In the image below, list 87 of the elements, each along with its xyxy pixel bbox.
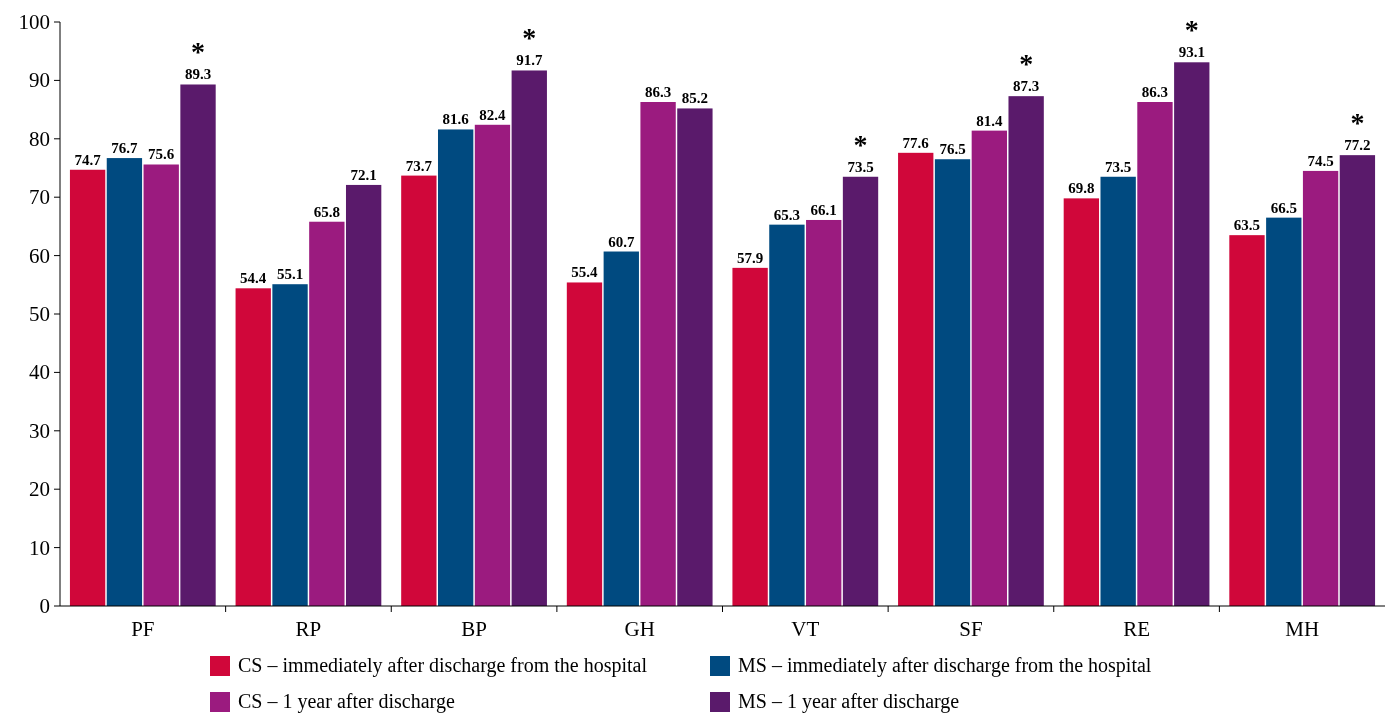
data-label: 85.2 <box>681 90 709 107</box>
y-tick-label: 100 <box>18 10 50 34</box>
bar <box>309 221 345 606</box>
data-label: 69.8 <box>1068 180 1095 197</box>
y-tick-label: 40 <box>29 360 50 385</box>
data-label: 76.7 <box>111 140 139 157</box>
bar <box>1063 198 1100 606</box>
data-label: 76.5 <box>939 141 966 158</box>
bar <box>437 129 474 606</box>
y-tick-label: 60 <box>29 243 50 268</box>
y-tick-label: 0 <box>39 594 50 618</box>
data-label: 81.4 <box>976 112 1003 129</box>
bar <box>69 169 106 606</box>
legend-label: MS – 1 year after discharge <box>738 690 960 713</box>
bar <box>732 267 768 606</box>
legend-label: CS – 1 year after discharge <box>238 690 455 713</box>
bar <box>1229 235 1265 606</box>
y-tick-label: 70 <box>29 185 50 210</box>
bar <box>1008 96 1044 606</box>
data-label: 54.4 <box>240 270 267 287</box>
x-tick-label: PF <box>131 617 155 641</box>
data-label: * 77.2 <box>1344 107 1371 154</box>
bar <box>566 282 603 606</box>
y-tick-label: 80 <box>29 126 50 151</box>
x-tick-label: RE <box>1123 617 1150 641</box>
bar <box>1174 62 1210 606</box>
bar <box>971 130 1008 606</box>
data-label: * 93.1 <box>1178 14 1205 61</box>
bar <box>603 251 639 606</box>
bar <box>640 102 676 606</box>
y-tick-label: 90 <box>29 68 50 93</box>
data-label: 63.5 <box>1233 217 1261 234</box>
bar <box>806 219 842 606</box>
bar <box>769 224 805 606</box>
bar <box>934 159 971 606</box>
y-tick-label: 30 <box>29 418 50 443</box>
data-label: 81.6 <box>442 111 470 128</box>
data-label: * 87.3 <box>1013 48 1040 95</box>
bar <box>474 124 511 606</box>
x-tick-label: VT <box>791 617 820 641</box>
data-label: 73.5 <box>1105 158 1132 175</box>
legend-label: MS – immediately after discharge from the hospital <box>738 654 1152 677</box>
data-label: 73.7 <box>405 157 433 174</box>
data-label: 57.9 <box>736 249 764 266</box>
data-label: 77.6 <box>902 134 930 151</box>
data-label: 55.1 <box>276 266 304 283</box>
data-label: 86.3 <box>1141 84 1169 101</box>
data-label: * 91.7 <box>516 22 543 69</box>
x-tick-label: MH <box>1285 617 1320 641</box>
y-tick-label: 50 <box>29 302 50 326</box>
bar <box>143 164 179 606</box>
data-label: * 89.3 <box>184 36 212 83</box>
data-label: 86.3 <box>644 84 672 101</box>
data-label: 65.3 <box>773 206 801 223</box>
bar <box>401 175 437 606</box>
x-tick-label: RP <box>295 617 322 641</box>
bar <box>106 158 143 606</box>
legend-label: CS – immediately after discharge from the hospital <box>238 654 648 677</box>
data-label: 60.7 <box>608 233 635 250</box>
bar <box>898 152 934 606</box>
y-tick-label: 10 <box>29 535 50 560</box>
data-label: 75.6 <box>148 146 175 163</box>
x-tick-label: BP <box>461 617 487 641</box>
data-label: 82.4 <box>479 106 507 123</box>
bar <box>511 70 547 606</box>
data-label: 66.5 <box>1270 199 1297 216</box>
data-label: 74.5 <box>1307 152 1334 169</box>
x-tick-label: GH <box>624 617 655 641</box>
bar <box>235 288 271 606</box>
data-label: 55.4 <box>571 264 599 281</box>
bar <box>1100 176 1136 606</box>
bar <box>345 184 382 606</box>
data-label: * 73.5 <box>847 128 874 175</box>
data-label: 72.1 <box>350 166 377 183</box>
bar <box>1302 170 1339 606</box>
data-label: 66.1 <box>810 201 837 218</box>
bar <box>842 176 879 606</box>
data-label: 74.7 <box>74 151 102 168</box>
bar <box>1266 217 1302 606</box>
bar <box>1137 102 1173 606</box>
bar <box>180 84 216 606</box>
data-label: 65.8 <box>313 203 340 220</box>
bar <box>677 108 713 606</box>
bar <box>1339 155 1376 606</box>
bar <box>272 284 308 606</box>
y-tick-label: 20 <box>29 477 50 502</box>
x-tick-label: SF <box>959 617 983 641</box>
